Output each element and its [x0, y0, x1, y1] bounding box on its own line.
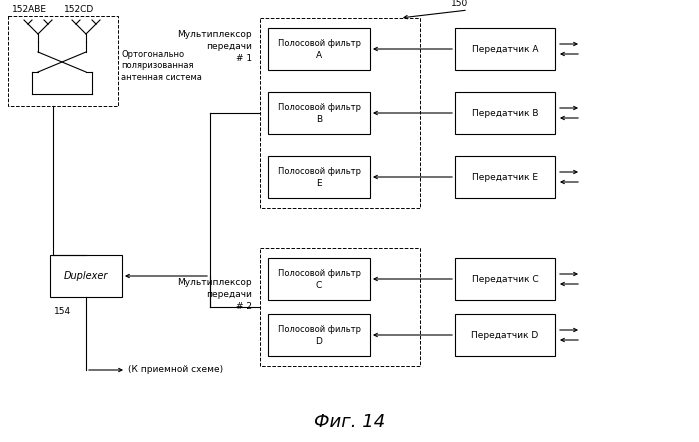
Text: Duplexer: Duplexer [64, 271, 108, 281]
Text: Передатчик A: Передатчик A [472, 45, 538, 53]
Text: Фиг. 14: Фиг. 14 [315, 413, 386, 431]
Bar [268, 156, 370, 198]
Text: Полосовой фильтр: Полосовой фильтр [278, 168, 361, 176]
Text: E: E [316, 179, 322, 187]
Bar [268, 28, 370, 70]
Bar [455, 28, 555, 70]
Bar [455, 92, 555, 134]
Text: Ортогонально
поляризованная
антенная система: Ортогонально поляризованная антенная сис… [121, 50, 202, 82]
Bar [260, 248, 420, 366]
Bar [260, 18, 420, 208]
Text: Передатчик C: Передатчик C [472, 274, 538, 283]
Text: (К приемной схеме): (К приемной схеме) [128, 366, 223, 374]
Text: Мультиплексор
передачи
# 2: Мультиплексор передачи # 2 [178, 278, 252, 311]
Text: D: D [315, 336, 322, 346]
Bar [268, 258, 370, 300]
Text: Полосовой фильтр: Полосовой фильтр [278, 270, 361, 278]
Text: Полосовой фильтр: Полосовой фильтр [278, 325, 361, 335]
Text: Полосовой фильтр: Полосовой фильтр [278, 39, 361, 49]
Text: 152ABE: 152ABE [12, 5, 47, 14]
Text: Передатчик E: Передатчик E [472, 172, 538, 182]
Bar [455, 258, 555, 300]
Bar [455, 314, 555, 356]
Text: 150: 150 [452, 0, 468, 8]
Bar [455, 156, 555, 198]
Bar [268, 92, 370, 134]
Text: Мультиплексор
передачи
# 1: Мультиплексор передачи # 1 [178, 30, 252, 63]
Text: 152CD: 152CD [64, 5, 94, 14]
Text: A: A [316, 50, 322, 60]
Bar [50, 255, 122, 297]
Text: Передатчик D: Передатчик D [471, 331, 539, 339]
Bar [268, 314, 370, 356]
Text: C: C [316, 281, 322, 290]
Text: Полосовой фильтр: Полосовой фильтр [278, 103, 361, 113]
Text: 154: 154 [54, 307, 71, 316]
Text: Передатчик B: Передатчик B [472, 108, 538, 118]
Text: B: B [316, 114, 322, 123]
Bar [8, 16, 118, 106]
